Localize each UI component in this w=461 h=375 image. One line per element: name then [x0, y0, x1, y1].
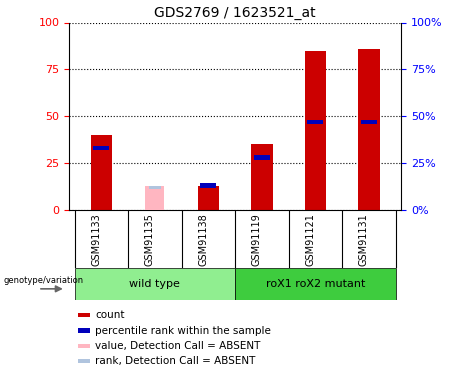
Text: GSM91138: GSM91138	[198, 213, 208, 266]
Bar	[307, 120, 324, 124]
FancyBboxPatch shape	[235, 268, 396, 300]
Text: rank, Detection Call = ABSENT: rank, Detection Call = ABSENT	[95, 356, 255, 366]
Text: value, Detection Call = ABSENT: value, Detection Call = ABSENT	[95, 341, 260, 351]
FancyBboxPatch shape	[75, 268, 235, 300]
Bar	[149, 186, 161, 189]
Bar	[305, 51, 326, 210]
Text: GSM91133: GSM91133	[91, 213, 101, 266]
Text: GSM91135: GSM91135	[145, 213, 155, 266]
Text: percentile rank within the sample: percentile rank within the sample	[95, 326, 271, 336]
Bar	[78, 328, 90, 333]
Bar	[198, 186, 219, 210]
Text: GSM91121: GSM91121	[306, 213, 315, 266]
Bar	[93, 146, 109, 150]
Bar	[254, 155, 270, 160]
Bar	[90, 135, 112, 210]
Bar	[251, 144, 272, 210]
Bar	[78, 359, 90, 363]
Text: GSM91131: GSM91131	[359, 213, 369, 266]
Bar	[201, 183, 216, 188]
Text: GSM91119: GSM91119	[252, 213, 262, 266]
Text: genotype/variation: genotype/variation	[4, 276, 83, 285]
Text: count: count	[95, 310, 124, 320]
Text: roX1 roX2 mutant: roX1 roX2 mutant	[266, 279, 365, 289]
Bar	[361, 120, 377, 124]
Title: GDS2769 / 1623521_at: GDS2769 / 1623521_at	[154, 6, 316, 20]
Bar	[78, 344, 90, 348]
Bar	[358, 49, 380, 210]
Text: wild type: wild type	[130, 279, 180, 289]
Bar	[78, 313, 90, 318]
Bar	[145, 186, 164, 210]
